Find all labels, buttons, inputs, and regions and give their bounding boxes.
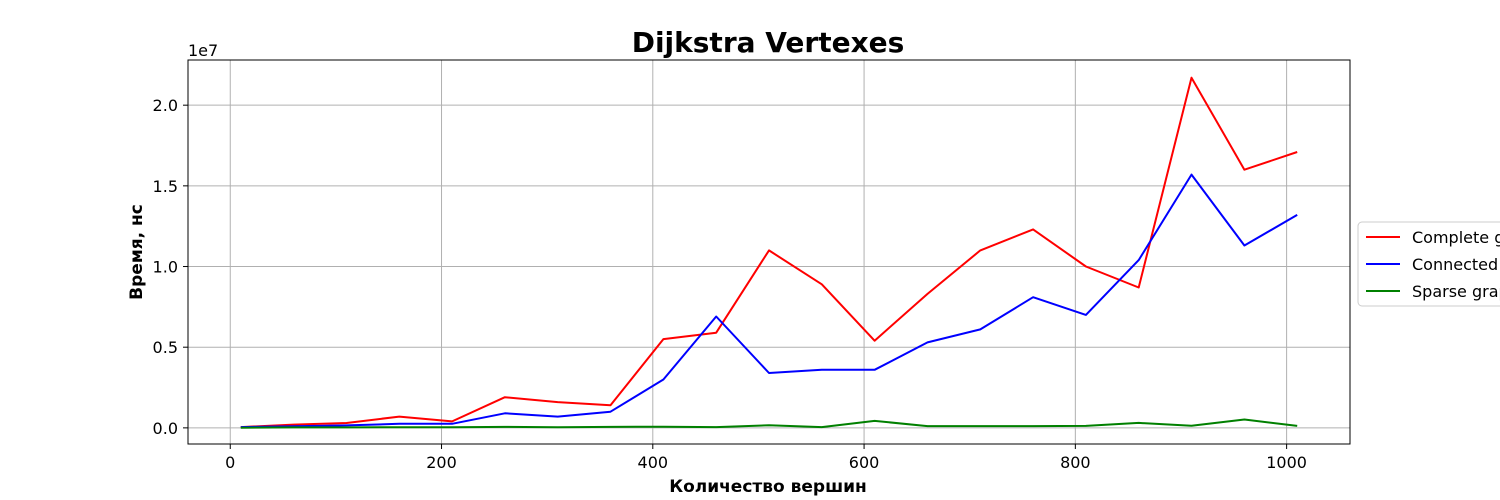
x-tick-label: 200 — [426, 453, 457, 472]
y-axis-label: Время, нс — [127, 204, 147, 300]
series-line-sparse-graph — [240, 418, 1298, 429]
legend-label: Sparse graph — [1412, 282, 1500, 301]
legend: Complete graph Connected graph Sparse grap… — [1357, 221, 1500, 307]
x-tick-label: 1000 — [1266, 453, 1307, 472]
x-axis-label: Количество вершин — [669, 477, 867, 497]
y-offset-label: 1e7 — [188, 41, 218, 60]
y-tick-label: 1.5 — [153, 177, 178, 196]
series-lines — [240, 76, 1298, 429]
y-tick-label: 2.0 — [153, 96, 178, 115]
chart-title: Dijkstra Vertexes — [632, 26, 905, 59]
legend-label: Complete graph — [1412, 228, 1500, 247]
x-tick-label: 600 — [849, 453, 880, 472]
axis-ticks: 0 200 400 600 800 1000 0.0 0.5 1.0 1.5 2.0 — [153, 96, 1307, 472]
series-line-connected-graph — [240, 173, 1298, 429]
y-tick-label: 0.5 — [153, 338, 178, 357]
y-tick-label: 1.0 — [153, 258, 178, 277]
series-line-complete-graph — [240, 76, 1298, 429]
y-tick-label: 0.0 — [153, 419, 178, 438]
legend-label: Connected graph — [1412, 255, 1500, 274]
x-tick-label: 800 — [1060, 453, 1091, 472]
x-tick-label: 0 — [225, 453, 235, 472]
x-tick-label: 400 — [638, 453, 669, 472]
legend-frame — [1357, 221, 1500, 307]
plot-frame — [187, 59, 1351, 445]
